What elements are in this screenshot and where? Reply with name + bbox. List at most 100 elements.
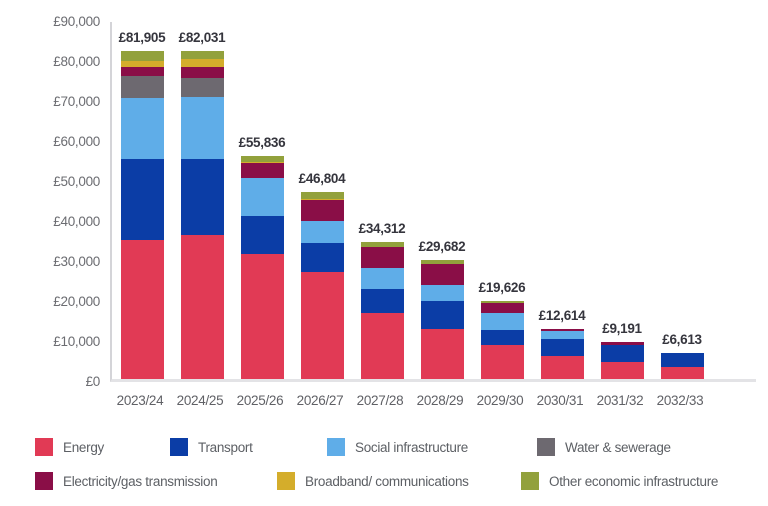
bar-segment bbox=[540, 328, 584, 332]
bar-segment bbox=[480, 303, 524, 313]
bar-segment bbox=[240, 163, 284, 179]
bar-segment bbox=[300, 199, 344, 221]
bar-segment bbox=[480, 329, 524, 345]
stacked-bar bbox=[240, 155, 284, 379]
bar-segment bbox=[660, 366, 704, 379]
bar-segment bbox=[180, 77, 224, 98]
bar-total-label: £55,836 bbox=[238, 134, 286, 150]
plot-area: £81,905 £82,031 £55,836 £46,804 £34,312 £29,6… bbox=[110, 22, 756, 382]
legend-swatch bbox=[521, 472, 539, 490]
bar-segment bbox=[120, 60, 164, 68]
bar-total-label: £34,312 bbox=[358, 220, 406, 236]
bar-segment bbox=[240, 254, 284, 379]
y-axis-tick-label: £50,000 bbox=[53, 174, 100, 189]
bar-total-label: £29,682 bbox=[418, 239, 466, 255]
bar-segment bbox=[600, 362, 644, 379]
y-axis-tick-label: £20,000 bbox=[53, 294, 100, 309]
bar-segment bbox=[240, 178, 284, 216]
bar-segment bbox=[480, 300, 524, 304]
legend-item: Energy bbox=[35, 438, 104, 456]
legend-item: Transport bbox=[170, 438, 253, 456]
bar-segment bbox=[120, 159, 164, 241]
legend-item: Broadband/ communications bbox=[277, 472, 469, 490]
y-axis-tick-label: £70,000 bbox=[53, 94, 100, 109]
stacked-bar bbox=[480, 300, 524, 379]
bar-segment bbox=[240, 215, 284, 255]
bar-segment bbox=[360, 241, 404, 248]
bar-segment bbox=[420, 260, 464, 265]
legend-item: Social infrastructure bbox=[327, 438, 468, 456]
bar-segment bbox=[120, 240, 164, 379]
bar-total-label: £82,031 bbox=[178, 29, 226, 45]
legend-label: Other economic infrastructure bbox=[549, 473, 719, 489]
bar-segment bbox=[180, 158, 224, 235]
stacked-bar bbox=[300, 191, 344, 379]
legend-label: Broadband/ communications bbox=[305, 473, 469, 489]
bar-segment bbox=[660, 352, 704, 367]
bar-segment bbox=[540, 339, 584, 356]
legend-item: Electricity/gas transmission bbox=[35, 472, 218, 490]
bar-segment bbox=[180, 97, 224, 159]
legend-label: Electricity/gas transmission bbox=[63, 473, 218, 489]
bar-segment bbox=[120, 51, 164, 61]
x-axis-label: 2023/24 bbox=[116, 393, 164, 408]
y-axis-tick-label: £80,000 bbox=[53, 54, 100, 69]
y-axis-tick-label: £60,000 bbox=[53, 134, 100, 149]
stacked-bar bbox=[360, 241, 404, 379]
bar-segment bbox=[360, 289, 404, 314]
bar-segment bbox=[180, 234, 224, 379]
y-axis-tick-label: £40,000 bbox=[53, 214, 100, 229]
x-axis-label: 2032/33 bbox=[656, 393, 704, 408]
bar-segment bbox=[420, 264, 464, 286]
bar-segment bbox=[300, 220, 344, 244]
legend-swatch bbox=[35, 438, 53, 456]
x-axis-label: 2026/27 bbox=[296, 393, 344, 408]
bar-segment bbox=[360, 247, 404, 269]
legend-item: Water & sewerage bbox=[537, 438, 671, 456]
bar-segment bbox=[180, 66, 224, 78]
bar-segment bbox=[240, 162, 284, 164]
bar-total-label: £46,804 bbox=[298, 170, 346, 186]
bar-segment bbox=[480, 312, 524, 330]
bar-total-label: £12,614 bbox=[538, 307, 586, 323]
bar-segment bbox=[420, 285, 464, 302]
bar-segment bbox=[480, 344, 524, 379]
bar-total-label: £9,191 bbox=[602, 321, 642, 337]
x-axis-label: 2031/32 bbox=[596, 393, 644, 408]
bar-segment bbox=[180, 59, 224, 67]
legend-swatch bbox=[35, 472, 53, 490]
legend-swatch bbox=[170, 438, 188, 456]
x-axis-label: 2027/28 bbox=[356, 393, 404, 408]
x-axis-label: 2029/30 bbox=[476, 393, 524, 408]
bar-segment bbox=[360, 268, 404, 290]
bar-segment bbox=[300, 272, 344, 379]
y-axis-tick-label: £90,000 bbox=[53, 14, 100, 29]
x-axis-label: 2025/26 bbox=[236, 393, 284, 408]
legend-item: Other economic infrastructure bbox=[521, 472, 718, 490]
stacked-bar bbox=[420, 260, 464, 379]
legend-swatch bbox=[327, 438, 345, 456]
legend-label: Transport bbox=[198, 439, 253, 455]
legend-swatch bbox=[277, 472, 295, 490]
stacked-bar bbox=[600, 342, 644, 379]
bar-segment bbox=[540, 331, 584, 340]
bar-segment bbox=[360, 313, 404, 379]
y-axis-tick-label: £10,000 bbox=[53, 334, 100, 349]
bar-segment bbox=[120, 67, 164, 77]
bar-total-label: £19,626 bbox=[478, 279, 526, 295]
legend-label: Energy bbox=[63, 439, 104, 455]
legend-label: Social infrastructure bbox=[355, 439, 468, 455]
bar-segment bbox=[300, 191, 344, 200]
bar-segment bbox=[240, 155, 284, 163]
stacked-bar bbox=[540, 328, 584, 379]
bar-segment bbox=[120, 76, 164, 99]
stacked-bar bbox=[660, 352, 704, 379]
bar-segment bbox=[300, 199, 344, 200]
x-axis-label: 2024/25 bbox=[176, 393, 224, 408]
stacked-bar bbox=[120, 51, 164, 379]
y-axis-tick-label: £0 bbox=[85, 374, 101, 389]
x-axis-label: 2028/29 bbox=[416, 393, 464, 408]
y-axis-tick-label: £30,000 bbox=[53, 254, 100, 269]
bar-segment bbox=[540, 355, 584, 379]
bar-segment bbox=[600, 342, 644, 345]
